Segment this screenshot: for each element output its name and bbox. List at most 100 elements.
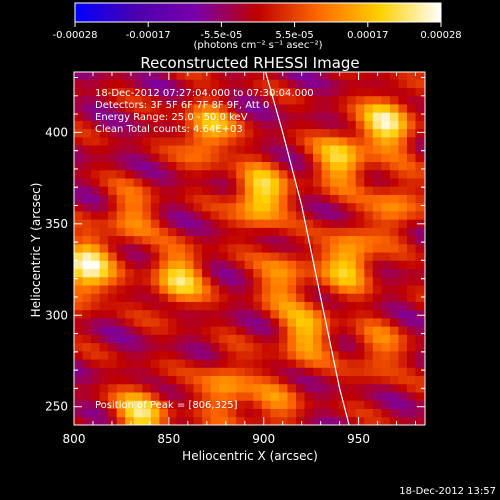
heatmap-cell [99,318,109,327]
heatmap-cell [287,145,297,154]
heatmap-cell [108,87,118,97]
heatmap-cell [236,153,246,163]
heatmap-cell [116,285,126,294]
heatmap-cell [150,104,160,113]
heatmap-cell [142,367,152,377]
heatmap-cell [261,120,271,130]
heatmap-cell [236,104,246,113]
heatmap-cell [227,202,237,212]
heatmap-cell [406,268,416,278]
heatmap-cell [125,318,135,327]
heatmap-cell [82,104,92,113]
heatmap-cell [184,408,194,418]
heatmap-cell [389,392,399,401]
heatmap-cell [338,293,348,302]
heatmap-cell [415,301,425,311]
heatmap-cell [253,350,263,360]
heatmap-cell [313,178,322,187]
heatmap-cell [372,268,382,278]
heatmap-cell [355,145,365,154]
heatmap-cell [270,79,280,88]
heatmap-cell [167,186,177,195]
heatmap-cell [219,400,229,409]
heatmap-cell [287,416,297,425]
heatmap-cell [338,145,348,154]
heatmap-cell [202,276,212,286]
heatmap-cell [355,375,365,385]
heatmap-cell [176,161,186,171]
heatmap-cell [176,202,186,212]
heatmap-cell [74,243,83,253]
heatmap-cell [150,260,160,270]
heatmap-cell [125,309,135,319]
heatmap-cell [193,211,203,220]
heatmap-cell [355,243,365,253]
heatmap-cell [304,153,314,163]
heatmap-cell [159,169,169,179]
heatmap-cell [219,153,229,163]
heatmap-cell [406,104,416,113]
heatmap-cell [295,309,305,319]
heatmap-cell [210,416,220,425]
heatmap-cell [330,72,340,80]
heatmap-cell [364,145,374,154]
heatmap-cell [313,285,322,294]
heatmap-cell [210,219,220,228]
heatmap-cell [295,202,305,212]
heatmap-cell [167,136,177,146]
heatmap-cell [227,334,237,344]
heatmap-cell [313,334,322,344]
heatmap-cell [108,276,118,286]
heatmap-cell [270,87,280,97]
heatmap-cell [287,202,297,212]
heatmap-cell [227,145,237,154]
heatmap-cell [202,309,212,319]
heatmap-cell [330,243,340,253]
heatmap-cell [244,342,254,352]
heatmap-cell [202,318,212,327]
heatmap-cell [150,79,160,88]
heatmap-cell [236,334,246,344]
heatmap-cell [347,227,357,237]
heatmap-cell [167,367,177,377]
heatmap-cell [244,161,254,171]
heatmap-cell [176,95,186,105]
heatmap-cell [347,285,357,294]
heatmap-cell [398,367,408,377]
heatmap-cell [159,79,169,88]
heatmap-cell [227,211,237,220]
heatmap-cell [184,342,194,352]
heatmap-cell [355,169,365,179]
heatmap-cell [313,104,322,113]
heatmap-cell [287,169,297,179]
heatmap-cell [244,120,254,130]
heatmap-cell [304,227,314,237]
heatmap-cell [330,350,340,360]
heatmap-cell [330,342,340,352]
heatmap-cell [91,392,101,401]
heatmap-cell [261,227,271,237]
heatmap-cell [219,178,229,187]
heatmap-cell [184,252,194,261]
heatmap-cell [278,359,288,368]
heatmap-cell [330,309,340,319]
heatmap-cell [91,202,101,212]
heatmap-cell [125,350,135,360]
heatmap-cell [236,285,246,294]
heatmap-cell [202,219,212,228]
heatmap-cell [142,243,152,253]
heatmap-cell [313,72,322,80]
heatmap-cell [74,260,83,270]
heatmap-cell [270,202,280,212]
heatmap-cell [338,112,348,121]
heatmap-cell [116,359,126,368]
heatmap-cell [227,276,237,286]
heatmap-cell [330,375,340,385]
heatmap-cell [202,334,212,344]
heatmap-cell [372,276,382,286]
heatmap-cell [210,169,220,179]
heatmap-cell [313,95,322,105]
heatmap-cell [210,375,220,385]
heatmap-cell [74,285,83,294]
heatmap-cell [193,326,203,335]
